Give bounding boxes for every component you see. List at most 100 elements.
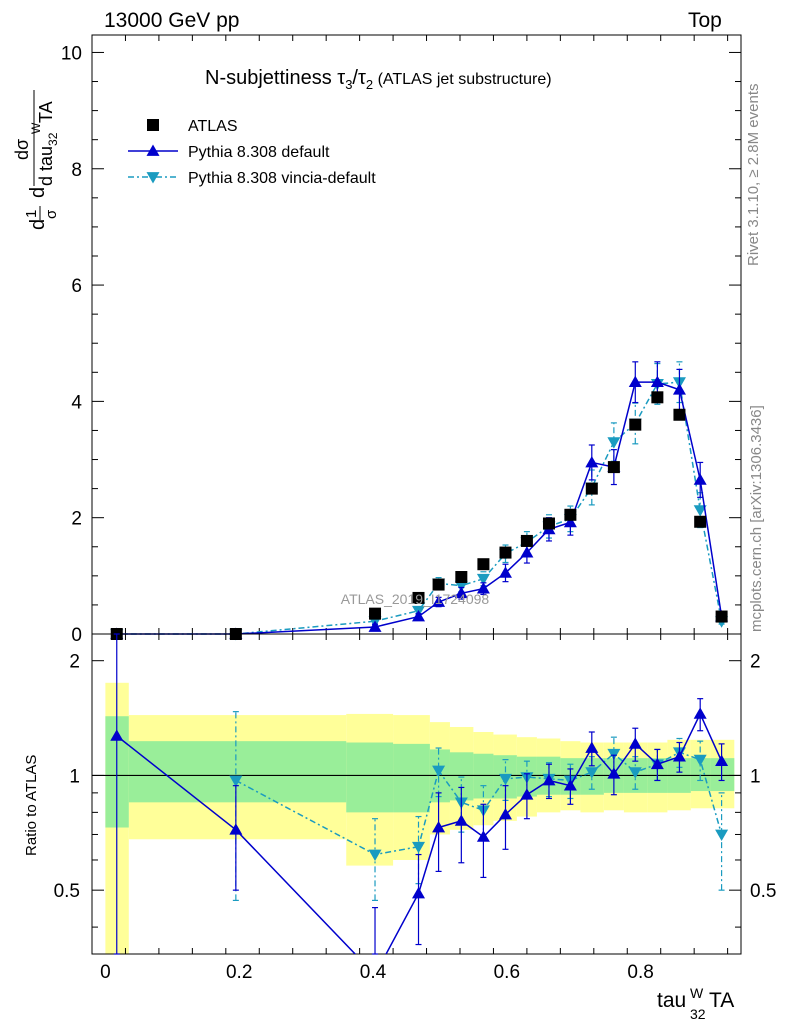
ratio-y-tick-label-right: 1 — [750, 766, 761, 787]
data-point-default — [628, 375, 642, 388]
uncertainty-band-stat — [128, 741, 347, 803]
x-axis-label-sup: W — [690, 985, 704, 1001]
data-point-atlas — [651, 391, 664, 404]
data-point-atlas — [715, 610, 728, 623]
y-axis-label-dtau: d tau — [36, 146, 56, 186]
rivet-version-label: Rivet 3.1.10, ≥ 2.8M events — [745, 83, 762, 267]
x-tick-label: 0.6 — [494, 962, 520, 983]
ratio-y-tick-label: 2 — [69, 652, 80, 673]
uncertainty-band-stat — [393, 743, 430, 813]
ratio-point-vincia — [412, 841, 426, 854]
title-slash: / — [352, 67, 358, 89]
data-point-default — [412, 610, 426, 622]
data-point-atlas — [455, 571, 468, 584]
ratio-y-tick-label: 1 — [69, 766, 80, 787]
y-axis-label-ta: TA — [36, 101, 56, 123]
mcplots-label: mcplots.cern.ch [arXiv:1306.3436] — [748, 405, 765, 632]
title-tau: τ — [337, 67, 345, 89]
ratio-line-default — [116, 712, 723, 954]
data-point-vincia — [476, 573, 490, 586]
ratio-point-default — [412, 887, 426, 899]
data-point-atlas — [585, 482, 598, 495]
data-point-default — [563, 515, 577, 528]
y-tick-label: 6 — [71, 276, 82, 297]
ratio-point-default — [693, 707, 707, 719]
ratio-plot-frame — [91, 633, 742, 955]
analysis-watermark: ATLAS_2019_I1724098 — [341, 591, 490, 607]
ratio-point-default — [520, 788, 534, 800]
legend-marker-default — [146, 144, 160, 156]
header-left-label: 13000 GeV pp — [104, 9, 240, 32]
ratio-point-default — [650, 757, 664, 770]
ratio-point-default — [542, 773, 556, 786]
data-point-default — [585, 455, 599, 468]
uncertainty-band-stat — [710, 758, 735, 792]
ratio-point-vincia — [368, 849, 382, 862]
data-point-default — [520, 546, 534, 558]
title-tau: τ — [358, 67, 366, 89]
uncertainty-band-stat — [346, 742, 394, 813]
data-point-atlas — [607, 461, 620, 474]
data-point-default — [672, 383, 686, 395]
ratio-point-default — [454, 814, 468, 826]
data-point-vincia — [693, 505, 707, 517]
ratio-point-vincia — [585, 767, 599, 779]
data-point-default — [693, 473, 707, 485]
x-axis-label-main: tau — [657, 989, 686, 1012]
ratio-panel — [91, 633, 742, 955]
y-axis-label-dsigma: dσ — [12, 139, 32, 160]
y-tick-label: 8 — [71, 160, 82, 181]
ratio-point-default — [476, 830, 490, 842]
y-tick-label: 10 — [61, 43, 82, 64]
legend-marker-atlas — [147, 119, 159, 131]
y-axis-label-d2: d — [27, 187, 49, 198]
ratio-point-default — [498, 807, 512, 820]
data-point-atlas — [369, 607, 382, 620]
ratio-point-vincia — [229, 775, 243, 787]
ratio-point-vincia — [693, 754, 707, 767]
data-point-atlas — [673, 408, 686, 421]
x-tick-label: 0.2 — [226, 962, 252, 983]
y-tick-label: 2 — [71, 509, 82, 530]
data-point-vincia — [454, 580, 468, 593]
ratio-point-default — [715, 754, 729, 767]
data-point-atlas — [542, 517, 555, 530]
ratio-point-default — [110, 729, 124, 741]
ratio-point-vincia — [432, 765, 446, 778]
data-point-atlas — [564, 508, 577, 521]
data-point-default — [476, 582, 490, 594]
legend-label-default: Pythia 8.308 default — [188, 144, 330, 161]
ratio-y-tick-label-right: 0.5 — [750, 881, 776, 902]
data-point-default — [454, 586, 468, 599]
x-axis-label-ta: TA — [709, 989, 734, 1012]
data-point-atlas — [412, 591, 425, 604]
uncertainty-band-stat — [690, 758, 711, 792]
data-point-atlas — [694, 515, 707, 528]
data-point-atlas — [520, 534, 533, 547]
title-suffix: (ATLAS jet substructure) — [373, 71, 551, 88]
ratio-y-tick-label-right: 2 — [750, 652, 761, 673]
uncertainty-band-stat — [473, 753, 494, 799]
title-text: N-subjettiness — [205, 67, 337, 89]
data-point-default — [432, 595, 446, 607]
y-axis-label-d: d — [27, 219, 49, 230]
ratio-point-vincia — [607, 748, 621, 761]
plot-title: N-subjettiness τ3/τ2 (ATLAS jet substruc… — [205, 67, 552, 92]
main-panel — [91, 34, 742, 641]
data-point-atlas — [499, 546, 512, 559]
data-point-default — [498, 566, 512, 578]
ratio-point-vincia — [715, 829, 729, 841]
y-axis-label-denominator: d tau32 — [36, 132, 60, 186]
title-subscript: 2 — [366, 77, 373, 92]
ratio-point-default — [628, 737, 642, 749]
x-tick-label: 0.8 — [627, 962, 653, 983]
ratio-point-default — [432, 821, 446, 833]
y-tick-label: 0 — [71, 625, 82, 646]
text-labels: 0 0.2 0.4 0.6 0.8 0 2 4 6 8 10 0.5 0.5 1 1 2 2 ATLAS_2019… — [12, 43, 776, 1022]
data-point-atlas — [432, 578, 445, 591]
ratio-y-axis-label: Ratio to ATLAS — [23, 755, 40, 856]
data-point-atlas — [477, 558, 490, 571]
ratio-point-default — [607, 767, 621, 779]
